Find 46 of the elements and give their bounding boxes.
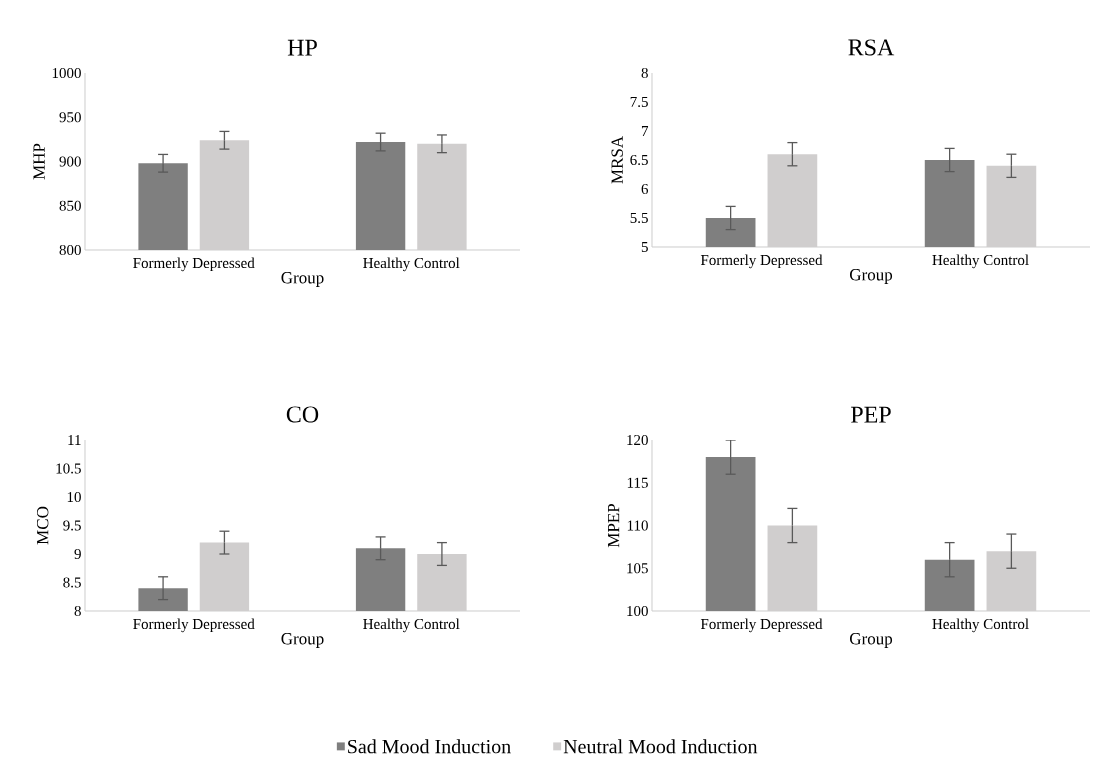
legend-label: Neutral Mood Induction [563, 739, 758, 754]
x-tick-label: Healthy Control [363, 618, 460, 633]
chart-title: PEP [851, 406, 891, 423]
y-tick-label: 8 [74, 605, 81, 617]
chart-title: RSA [848, 39, 895, 56]
x-tick-label: Formerly Depressed [700, 254, 823, 269]
y-tick-label: 10 [67, 491, 81, 503]
y-tick-label: 105 [627, 563, 648, 574]
y-tick-label: 950 [59, 112, 81, 123]
x-axis-title: Group [281, 272, 324, 287]
y-tick-label: 7.5 [630, 96, 648, 108]
y-tick-label: 900 [59, 156, 81, 167]
y-tick-label: 11 [68, 435, 81, 445]
y-tick-label: 5 [641, 242, 648, 252]
y-tick-label: 1000 [52, 67, 81, 79]
y-tick-label: 5.5 [630, 212, 648, 224]
y-tick-label: 6.5 [630, 154, 648, 166]
y-tick-label: 120 [627, 434, 648, 446]
chart-title: HP [287, 39, 317, 56]
x-axis-title: Group [849, 269, 893, 284]
y-tick-label: 9.5 [63, 520, 81, 531]
y-axis-title: MCO [36, 506, 49, 545]
y-tick-label: 850 [59, 200, 81, 211]
x-tick-label: Healthy Control [363, 257, 460, 272]
y-axis-title: MPEP [608, 503, 620, 548]
x-tick-label: Formerly Depressed [700, 618, 823, 633]
y-tick-label: 8.5 [63, 577, 81, 588]
y-tick-label: 115 [627, 477, 648, 488]
y-tick-label: 100 [627, 605, 648, 617]
x-axis-title: Group [281, 633, 324, 648]
y-tick-label: 8 [641, 67, 648, 79]
y-tick-label: 6 [641, 183, 649, 195]
x-tick-label: Formerly Depressed [133, 618, 255, 633]
x-tick-label: Healthy Control [932, 254, 1029, 269]
x-tick-label: Healthy Control [932, 618, 1029, 633]
y-axis-title: MRSA [611, 136, 623, 184]
x-tick-label: Formerly Depressed [133, 257, 255, 272]
legend-label: Sad Mood Induction [348, 739, 511, 754]
y-tick-label: 9 [74, 548, 81, 560]
x-axis-title: Group [849, 633, 893, 648]
chart-title: CO [286, 406, 319, 423]
y-tick-label: 110 [627, 520, 648, 531]
y-tick-label: 800 [59, 244, 81, 256]
y-tick-label: 10.5 [56, 463, 81, 474]
y-tick-label: 7 [641, 126, 649, 136]
y-axis-title: MHP [33, 143, 45, 180]
